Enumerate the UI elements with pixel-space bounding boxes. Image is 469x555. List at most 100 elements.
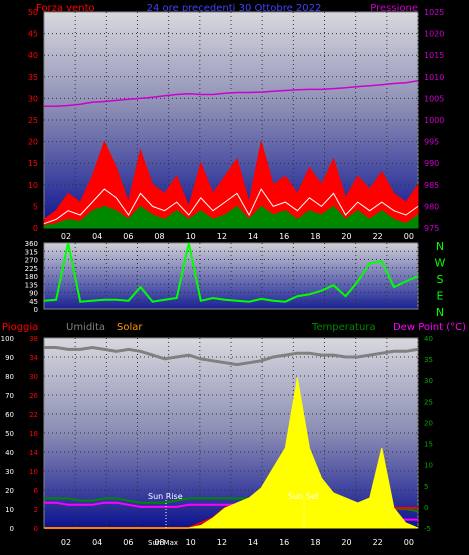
y-tick-label: 1010: [424, 73, 444, 82]
y-tick-label: 35: [28, 73, 38, 82]
x-tick-label: 16: [279, 232, 289, 241]
y-tick-label: 25: [424, 398, 433, 406]
y-tick-label: 50: [28, 8, 38, 17]
compass-letter: N: [436, 306, 444, 319]
wind-x-tick-labels: 02 04 06 08 10 12 14 16 18 20 22 00: [61, 232, 414, 241]
y-tick-label: 0: [34, 525, 38, 533]
rain-label: Pioggia: [2, 322, 38, 333]
y-tick-label: 25: [28, 116, 38, 125]
y-tick-label: 10: [29, 468, 38, 476]
sun-set-label: Sun Set: [288, 492, 319, 501]
y-tick-label: 20: [5, 487, 14, 495]
x-tick-label: 02: [61, 538, 71, 547]
y-tick-label: 0: [34, 306, 38, 314]
y-tick-label: 0: [33, 224, 38, 233]
wind-pressure-series: [43, 79, 419, 229]
wind-axis-label: Forza vento: [36, 3, 95, 14]
y-tick-label: 0: [10, 525, 14, 533]
humidity-y-tick-labels: 0 10 20 30 40 50 60 70 80 90 100: [1, 335, 14, 533]
y-tick-label: -5: [424, 525, 431, 533]
wind-green-series: [43, 205, 419, 229]
sun-annotations: Sun Rise Sun Set Sun Max: [148, 492, 319, 547]
y-tick-label: 1000: [424, 116, 444, 125]
solar-label: Solar: [117, 322, 143, 333]
dewpoint-label: Dew Point (°C): [393, 322, 466, 333]
x-tick-label: 02: [61, 232, 71, 241]
y-tick-label: 1025: [424, 8, 444, 17]
pressure-series: [44, 79, 419, 108]
y-tick-label: 50: [5, 430, 14, 438]
y-tick-label: 225: [25, 265, 38, 273]
y-tick-label: 35: [424, 356, 433, 364]
humidity-temp-plot-area: [43, 337, 419, 529]
solar-series: [44, 377, 419, 529]
wind-avg-series: [43, 188, 419, 225]
y-tick-label: 995: [424, 138, 439, 147]
y-tick-label: 270: [25, 257, 38, 265]
x-tick-label: 00: [404, 538, 414, 547]
compass-letter: S: [437, 273, 444, 286]
y-tick-label: 30: [5, 468, 14, 476]
y-tick-label: 22: [29, 411, 38, 419]
y-tick-label: 985: [424, 181, 439, 190]
y-tick-label: 975: [424, 224, 439, 233]
y-tick-label: 1015: [424, 51, 444, 60]
y-tick-label: 20: [424, 419, 433, 427]
y-tick-label: 34: [29, 354, 38, 362]
x-tick-label: 12: [217, 232, 227, 241]
temperature-y-tick-labels: -5 0 5 10 15 20 25 30 35 40: [424, 335, 433, 533]
pressure-y-tick-labels: 975 980 985 990 995 1000 1005 1010 1015 1020 1025: [424, 8, 444, 233]
y-tick-label: 14: [29, 449, 38, 457]
y-tick-label: 10: [28, 181, 38, 190]
y-tick-label: 180: [25, 273, 38, 281]
x-tick-label: 22: [373, 538, 383, 547]
y-tick-label: 30: [424, 377, 433, 385]
x-tick-label: 20: [341, 538, 351, 547]
y-tick-label: 15: [28, 159, 38, 168]
y-tick-label: 6: [34, 487, 39, 495]
y-tick-label: 10: [5, 506, 14, 514]
x-tick-label: 10: [186, 232, 196, 241]
sun-rise-label: Sun Rise: [148, 492, 183, 501]
pressure-axis-label: Pressione: [370, 3, 418, 14]
x-tick-label: 20: [341, 232, 351, 241]
x-tick-label: 08: [154, 538, 164, 547]
wind-y-tick-labels: 0 5 10 15 20 25 30 35 40 45 50: [28, 8, 38, 233]
x-tick-label: 04: [92, 232, 102, 241]
wind-direction-series: [43, 242, 419, 303]
y-tick-label: 38: [29, 335, 38, 343]
temperature-label: Temperatura: [311, 322, 376, 333]
x-tick-label: 18: [310, 538, 320, 547]
y-tick-label: 18: [29, 430, 38, 438]
y-tick-label: 40: [5, 449, 14, 457]
x-tick-label: 18: [310, 232, 320, 241]
humidity-x-tick-labels: 02 04 06 08 10 12 14 16 18 20 22 00: [61, 538, 414, 547]
wind-gust-series: [43, 140, 419, 229]
x-tick-label: 16: [279, 538, 289, 547]
humidity-label: Umidita: [66, 322, 105, 333]
humidity-series: [44, 345, 419, 367]
humidity-temp-series: [44, 345, 419, 529]
y-tick-label: 315: [25, 248, 38, 256]
y-tick-label: 30: [28, 94, 38, 103]
x-tick-label: 00: [404, 232, 414, 241]
y-tick-label: 40: [28, 51, 38, 60]
y-tick-label: 26: [29, 392, 38, 400]
sun-max-label: Sun Max: [148, 539, 178, 547]
compass-letter: E: [437, 290, 444, 303]
y-tick-label: 15: [424, 441, 433, 449]
y-tick-label: 45: [29, 298, 38, 306]
y-tick-label: 30: [29, 373, 38, 381]
x-tick-label: 10: [186, 538, 196, 547]
y-tick-label: 980: [424, 202, 439, 211]
y-tick-label: 70: [5, 392, 14, 400]
y-tick-label: 60: [5, 411, 14, 419]
x-tick-label: 08: [154, 232, 164, 241]
y-tick-label: 0: [424, 504, 428, 512]
y-tick-label: 40: [424, 335, 433, 343]
x-tick-label: 14: [248, 538, 258, 547]
compass-letter: W: [435, 257, 446, 270]
y-tick-label: 360: [25, 240, 38, 248]
